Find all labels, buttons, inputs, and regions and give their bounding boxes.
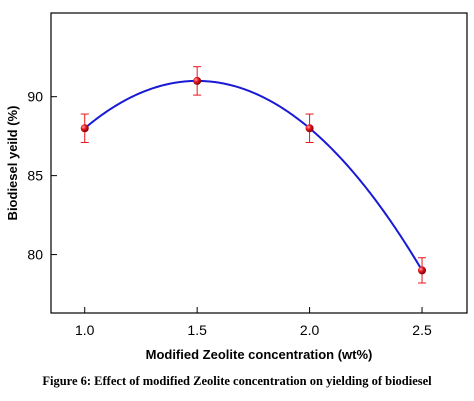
y-tick-label: 80 (27, 247, 43, 263)
data-point (305, 124, 314, 133)
x-tick-label: 1.0 (75, 322, 95, 338)
axis-ticks: 1.0 1.5 2.0 2.5 80 85 90 (27, 89, 432, 338)
fit-curve-group (84, 79, 423, 271)
fit-curve-line (84, 79, 423, 271)
x-tick-label: 1.5 (187, 322, 207, 338)
error-bars-group (80, 66, 427, 284)
plot-frame (50, 12, 468, 314)
x-tick-label: 2.0 (300, 322, 320, 338)
data-point (193, 76, 202, 85)
x-axis-title: Modified Zeolite concentration (wt%) (146, 347, 373, 362)
y-tick-label: 90 (27, 89, 43, 105)
data-points-group (80, 76, 427, 275)
figure-caption: Figure 6: Effect of modified Zeolite con… (42, 374, 432, 388)
y-tick-label: 85 (27, 168, 43, 184)
data-point (80, 124, 89, 133)
x-tick-label: 2.5 (412, 322, 432, 338)
data-point (418, 266, 427, 275)
y-axis-title: Biodiesel yeild (%) (5, 106, 20, 221)
